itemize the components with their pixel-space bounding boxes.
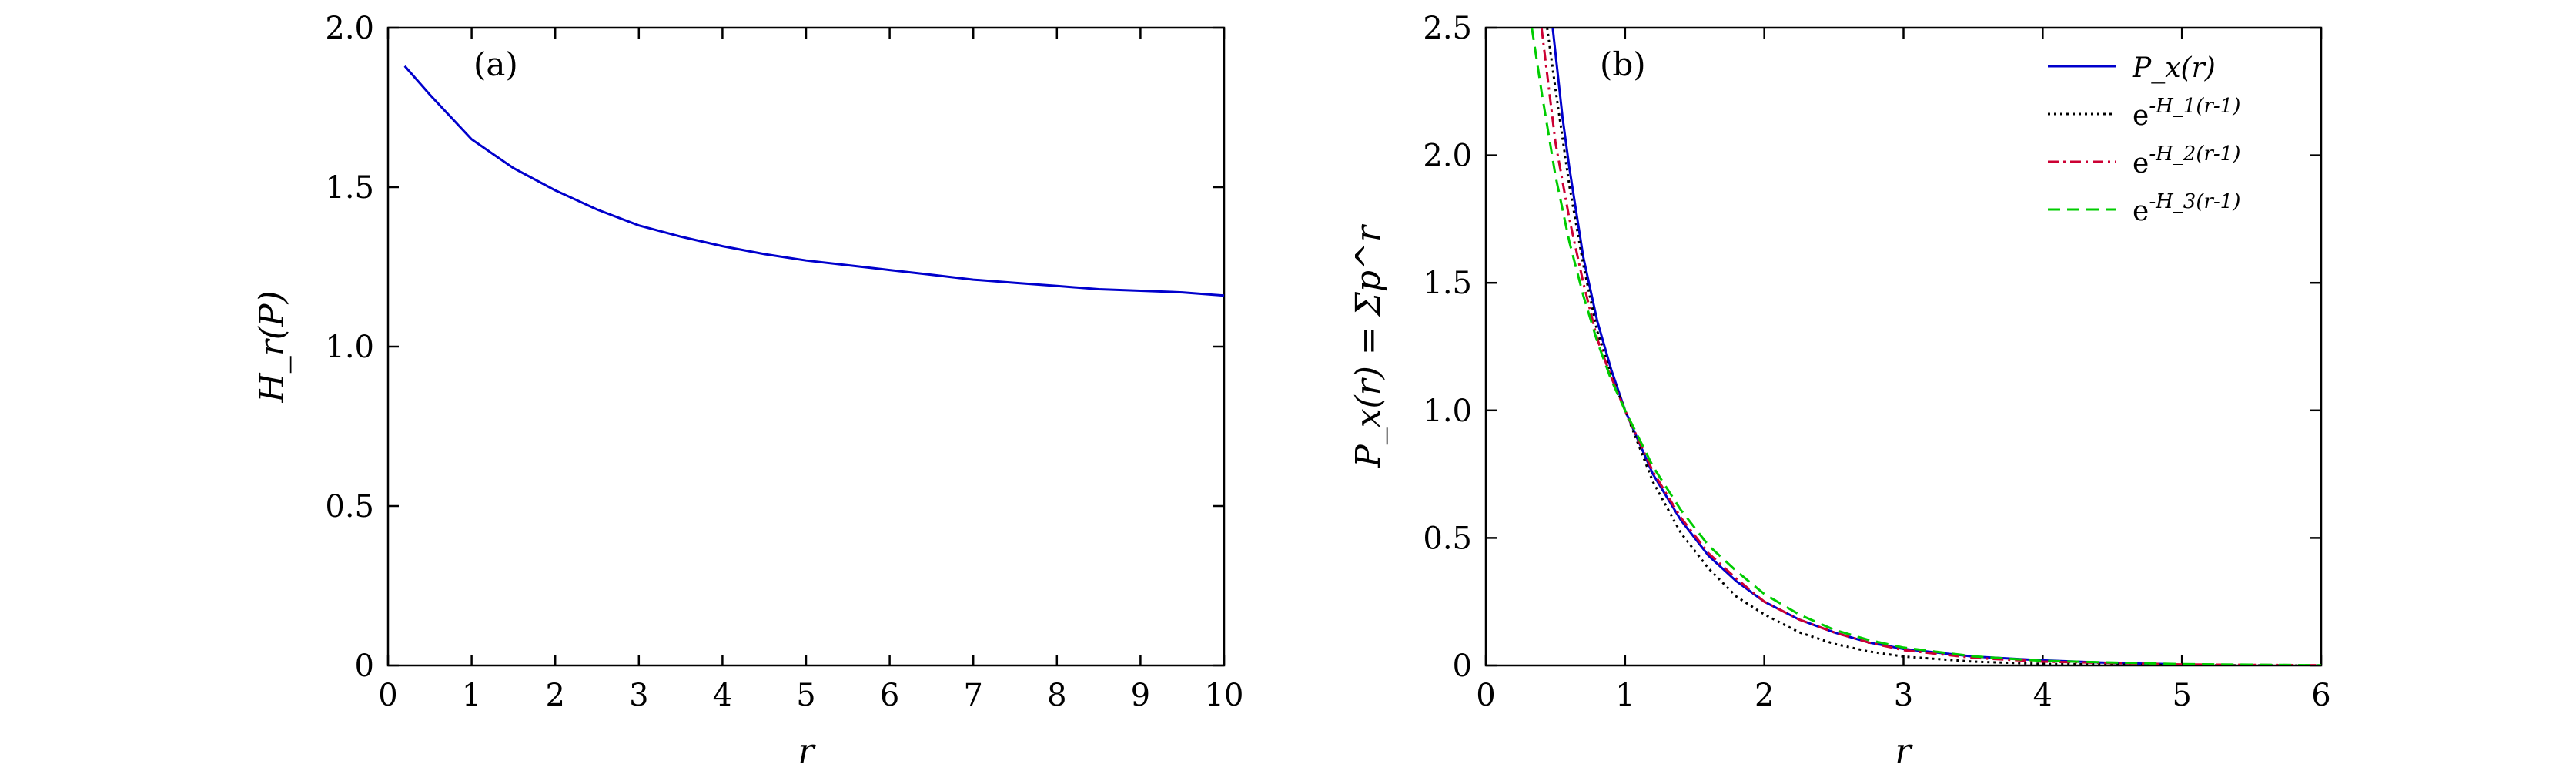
- panel-a-y-tick-label: 1.0: [325, 330, 374, 365]
- legend-label-2: e-H_2(r-1): [2133, 142, 2240, 179]
- panel-b-series-line-0: [1551, 28, 2169, 665]
- panel-b: 0 1 2 3 4 5 6 0 0.5 1.0 1.5 2.0 2.5 (b) r P_x(r) = Σ…: [1349, 11, 2331, 771]
- panel-a-y-tick-label: 2.0: [325, 11, 374, 46]
- panel-a-y-tick-label: 0.5: [325, 489, 374, 525]
- panel-a-x-tick-label: 6: [880, 678, 899, 713]
- panel-b-x-tick-label: 1: [1615, 678, 1634, 713]
- legend-label-1: e-H_1(r-1): [2133, 95, 2240, 132]
- panel-a-x-tick-label: 9: [1131, 678, 1150, 713]
- panel-a-y-tick-label: 1.5: [325, 170, 374, 206]
- panel-b-x-tick-label: 3: [1894, 678, 1913, 713]
- panel-b-frame: [1484, 26, 2323, 667]
- panel-a-frame: [386, 26, 1226, 667]
- panel-b-y-axis-title: P_x(r) = Σp^r: [1349, 223, 1388, 468]
- panel-b-y-tick-label: 0.5: [1423, 521, 1472, 556]
- panel-a-x-tick-label: 0: [378, 678, 397, 713]
- panel-a-x-tick-label: 7: [963, 678, 982, 713]
- panel-a-x-tick-label: 1: [462, 678, 481, 713]
- panel-a-y-axis-title: H_r(P): [253, 290, 292, 403]
- panel-b-x-tick-label: 6: [2311, 678, 2330, 713]
- panel-a-tag: (a): [473, 45, 518, 83]
- panel-b-x-axis-title: r: [1895, 732, 1913, 771]
- legend-label-3: e-H_3(r-1): [2133, 190, 2240, 227]
- panel-a-x-tick-label: 8: [1047, 678, 1066, 713]
- panel-b-series-line-3: [1531, 28, 2321, 665]
- panel-b-y-tick-label: 2.5: [1423, 11, 1472, 46]
- panel-b-series-line-1: [1546, 28, 2321, 665]
- panel-b-y-tick-label: 1.0: [1423, 394, 1472, 429]
- panel-b-series-line-2: [1540, 28, 2321, 665]
- panel-a-y-tick-label: 0: [355, 649, 374, 684]
- panel-b-curves: [1531, 28, 2321, 665]
- panel-b-y-tick-label: 0: [1453, 649, 1472, 684]
- legend-label-0: P_x(r): [2132, 52, 2216, 84]
- panel-a-series-line-0: [403, 65, 1225, 297]
- panel-a: 0 1 2 3 4 5 6 7 8 9 10 0 0.5 1.0 1.5 2.0 (a) r H_r(P): [253, 11, 1243, 771]
- panel-b-x-tick-label: 0: [1476, 678, 1495, 713]
- panel-b-x-tick-label: 4: [2033, 678, 2052, 713]
- panel-a-curves: [403, 65, 1225, 297]
- panel-b-x-tick-label: 2: [1755, 678, 1774, 713]
- panel-b-ticks: 0 1 2 3 4 5 6 0 0.5 1.0 1.5 2.0 2.5: [1423, 11, 2330, 713]
- panel-a-x-tick-label: 5: [796, 678, 815, 713]
- panel-a-x-tick-label: 2: [545, 678, 564, 713]
- panel-b-legend: P_x(r) e-H_1(r-1) e-H_2(r-1) e-H_3(r-1): [2048, 52, 2240, 227]
- panel-a-x-tick-label: 3: [629, 678, 648, 713]
- panel-b-tag: (b): [1600, 45, 1646, 83]
- panel-a-x-tick-label: 10: [1205, 678, 1244, 713]
- panel-a-ticks: 0 1 2 3 4 5 6 7 8 9 10 0 0.5 1.0 1.5 2.0: [325, 11, 1243, 713]
- panel-b-x-tick-label: 5: [2172, 678, 2191, 713]
- panel-a-x-tick-label: 4: [713, 678, 732, 713]
- panel-b-y-tick-label: 2.0: [1423, 139, 1472, 174]
- panel-a-x-axis-title: r: [798, 732, 816, 771]
- panel-b-y-tick-label: 1.5: [1423, 266, 1472, 301]
